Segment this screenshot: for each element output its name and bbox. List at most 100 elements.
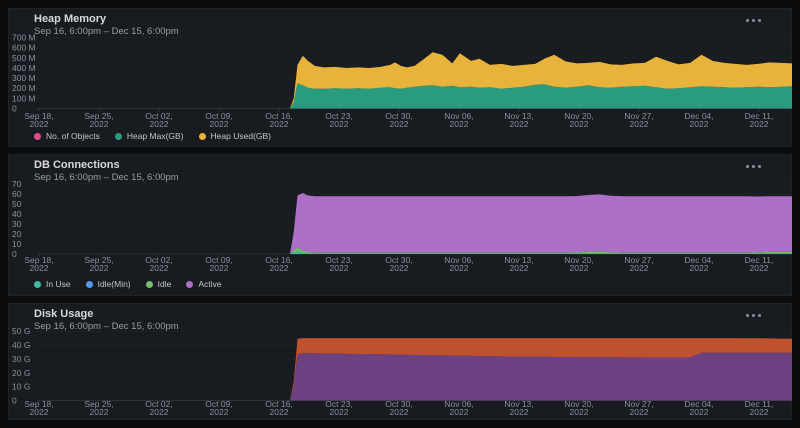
svg-text:Sep 25,: Sep 25, <box>84 111 113 121</box>
legend-series-dot <box>114 132 122 140</box>
panel-time-range: Sep 16, 6:00pm – Dec 15, 6:00pm <box>34 26 179 37</box>
panel-menu-icon[interactable] <box>746 314 761 317</box>
svg-text:2022: 2022 <box>510 119 529 129</box>
svg-text:20: 20 <box>12 229 22 239</box>
svg-text:2022: 2022 <box>630 407 649 417</box>
svg-text:2022: 2022 <box>450 407 469 417</box>
svg-text:Sep 25,: Sep 25, <box>84 255 113 265</box>
svg-text:2022: 2022 <box>690 263 709 273</box>
svg-text:Sep 25,: Sep 25, <box>84 399 113 409</box>
svg-text:Nov 27,: Nov 27, <box>624 111 653 121</box>
panel-heap-memory: Heap Memory Sep 16, 6:00pm – Dec 15, 6:0… <box>8 8 792 147</box>
svg-text:Oct 09,: Oct 09, <box>205 111 232 121</box>
svg-text:0: 0 <box>12 396 17 406</box>
panel-time-range: Sep 16, 6:00pm – Dec 15, 6:00pm <box>34 321 179 332</box>
svg-text:2022: 2022 <box>390 407 409 417</box>
svg-text:70: 70 <box>12 179 22 189</box>
legend-series-dot <box>198 132 206 140</box>
svg-text:Dec 04,: Dec 04, <box>684 111 713 121</box>
svg-text:2022: 2022 <box>750 407 769 417</box>
panel-db-connections: DB Connections Sep 16, 6:00pm – Dec 15, … <box>8 154 792 296</box>
svg-text:2022: 2022 <box>690 119 709 129</box>
svg-text:30: 30 <box>12 219 22 229</box>
svg-text:600 M: 600 M <box>12 43 36 53</box>
svg-text:Nov 27,: Nov 27, <box>624 255 653 265</box>
svg-text:0: 0 <box>12 104 17 114</box>
svg-text:40 G: 40 G <box>12 340 30 350</box>
svg-text:50 G: 50 G <box>12 326 30 336</box>
legend-item[interactable]: Active <box>186 279 222 289</box>
legend-item[interactable]: Idle(Min) <box>85 279 131 289</box>
svg-text:10: 10 <box>12 239 22 249</box>
svg-text:10 G: 10 G <box>12 382 30 392</box>
panel-title: DB Connections <box>34 159 120 171</box>
svg-text:Nov 06,: Nov 06, <box>444 399 473 409</box>
svg-text:500 M: 500 M <box>12 53 36 63</box>
legend-series-label: Heap Used(GB) <box>210 131 272 141</box>
svg-text:Oct 02,: Oct 02, <box>145 255 172 265</box>
legend: In Use Idle(Min) Idle Active <box>34 279 222 289</box>
svg-text:2022: 2022 <box>390 263 409 273</box>
panel-menu-icon[interactable] <box>746 19 761 22</box>
svg-text:Sep 18,: Sep 18, <box>24 111 53 121</box>
legend-item[interactable]: Heap Used(GB) <box>198 131 272 141</box>
svg-text:Oct 16,: Oct 16, <box>265 399 292 409</box>
svg-text:Sep 18,: Sep 18, <box>24 399 53 409</box>
svg-text:Nov 20,: Nov 20, <box>564 255 593 265</box>
svg-text:2022: 2022 <box>90 263 109 273</box>
svg-text:Oct 30,: Oct 30, <box>385 399 412 409</box>
panel-menu-icon[interactable] <box>746 165 761 168</box>
svg-text:2022: 2022 <box>90 407 109 417</box>
svg-text:Nov 13,: Nov 13, <box>504 399 533 409</box>
svg-text:Nov 20,: Nov 20, <box>564 111 593 121</box>
legend-series-label: Active <box>198 279 222 289</box>
svg-text:Oct 02,: Oct 02, <box>145 399 172 409</box>
svg-text:20 G: 20 G <box>12 368 30 378</box>
svg-text:2022: 2022 <box>30 263 49 273</box>
svg-text:100 M: 100 M <box>12 93 36 103</box>
svg-text:Nov 20,: Nov 20, <box>564 399 593 409</box>
legend-series-label: Idle(Min) <box>97 279 131 289</box>
svg-text:2022: 2022 <box>90 119 109 129</box>
svg-text:2022: 2022 <box>270 119 289 129</box>
svg-text:2022: 2022 <box>150 263 169 273</box>
svg-text:2022: 2022 <box>30 407 49 417</box>
svg-text:Nov 13,: Nov 13, <box>504 255 533 265</box>
svg-text:2022: 2022 <box>390 119 409 129</box>
svg-text:Oct 16,: Oct 16, <box>265 111 292 121</box>
svg-text:2022: 2022 <box>210 263 229 273</box>
svg-text:Oct 23,: Oct 23, <box>325 399 352 409</box>
legend-item[interactable]: In Use <box>34 279 71 289</box>
legend-series-dot <box>34 280 41 288</box>
legend-item[interactable]: Idle <box>145 279 171 289</box>
legend-series-dot <box>34 132 41 140</box>
legend-series-dot <box>85 280 93 288</box>
svg-text:Oct 09,: Oct 09, <box>205 399 232 409</box>
svg-text:200 M: 200 M <box>12 83 36 93</box>
legend-series-dot <box>186 280 194 288</box>
svg-text:2022: 2022 <box>630 263 649 273</box>
svg-text:2022: 2022 <box>570 119 589 129</box>
panel-title: Heap Memory <box>34 13 107 25</box>
svg-text:2022: 2022 <box>330 263 349 273</box>
svg-text:Dec 04,: Dec 04, <box>684 399 713 409</box>
panel-time-range: Sep 16, 6:00pm – Dec 15, 6:00pm <box>34 172 179 183</box>
svg-text:2022: 2022 <box>450 263 469 273</box>
panel-disk-usage: Disk Usage Sep 16, 6:00pm – Dec 15, 6:00… <box>8 303 792 420</box>
legend-item[interactable]: Heap Max(GB) <box>114 131 184 141</box>
svg-text:2022: 2022 <box>750 119 769 129</box>
svg-text:2022: 2022 <box>570 263 589 273</box>
svg-text:0: 0 <box>12 249 17 259</box>
legend-series-label: In Use <box>46 279 71 289</box>
legend-series-label: No. of Objects <box>46 131 100 141</box>
svg-text:60: 60 <box>12 189 22 199</box>
svg-text:30 G: 30 G <box>12 354 30 364</box>
panel-title: Disk Usage <box>34 308 94 320</box>
svg-text:2022: 2022 <box>210 407 229 417</box>
svg-text:300 M: 300 M <box>12 73 36 83</box>
legend-item[interactable]: No. of Objects <box>34 131 100 141</box>
